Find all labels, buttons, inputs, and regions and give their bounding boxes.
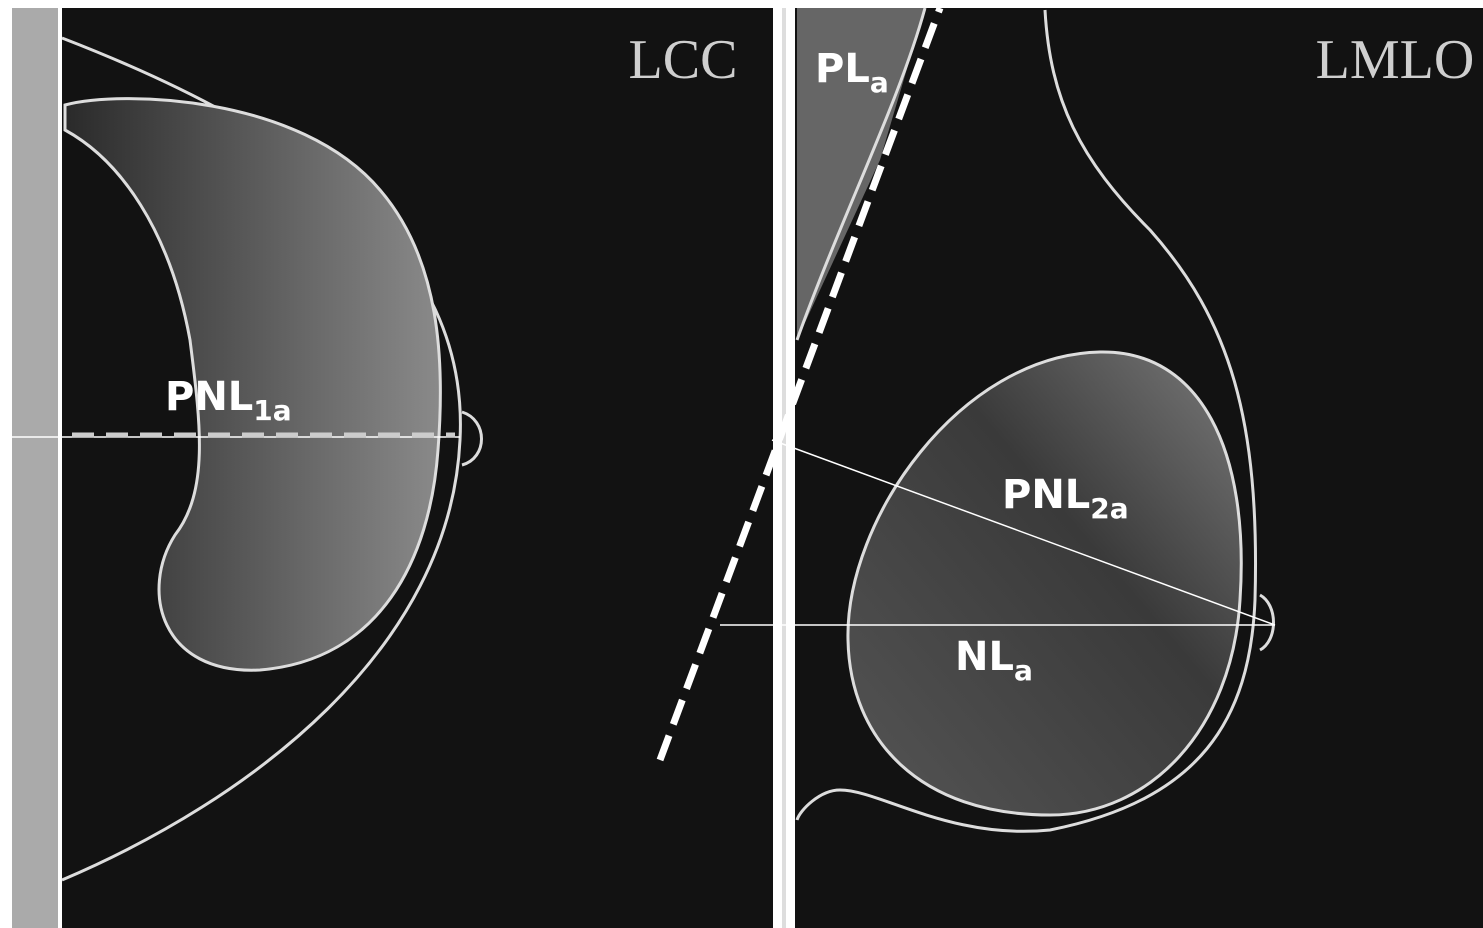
view-label: LCC [629, 29, 738, 91]
chest-wall [12, 8, 58, 928]
label-sub: 1a [253, 394, 291, 427]
label-sub: a [870, 66, 889, 99]
label-main: PNL [1002, 472, 1090, 518]
view-label: LMLO [1316, 29, 1475, 91]
label-sub: a [1014, 654, 1033, 687]
label-sub: 2a [1090, 492, 1128, 525]
diagram: LCC PNL1a LMLO PLa PNL2a NLa [0, 0, 1483, 928]
label-main: PL [815, 46, 870, 92]
label-main: PNL [165, 374, 253, 420]
label-main: NL [955, 634, 1014, 680]
